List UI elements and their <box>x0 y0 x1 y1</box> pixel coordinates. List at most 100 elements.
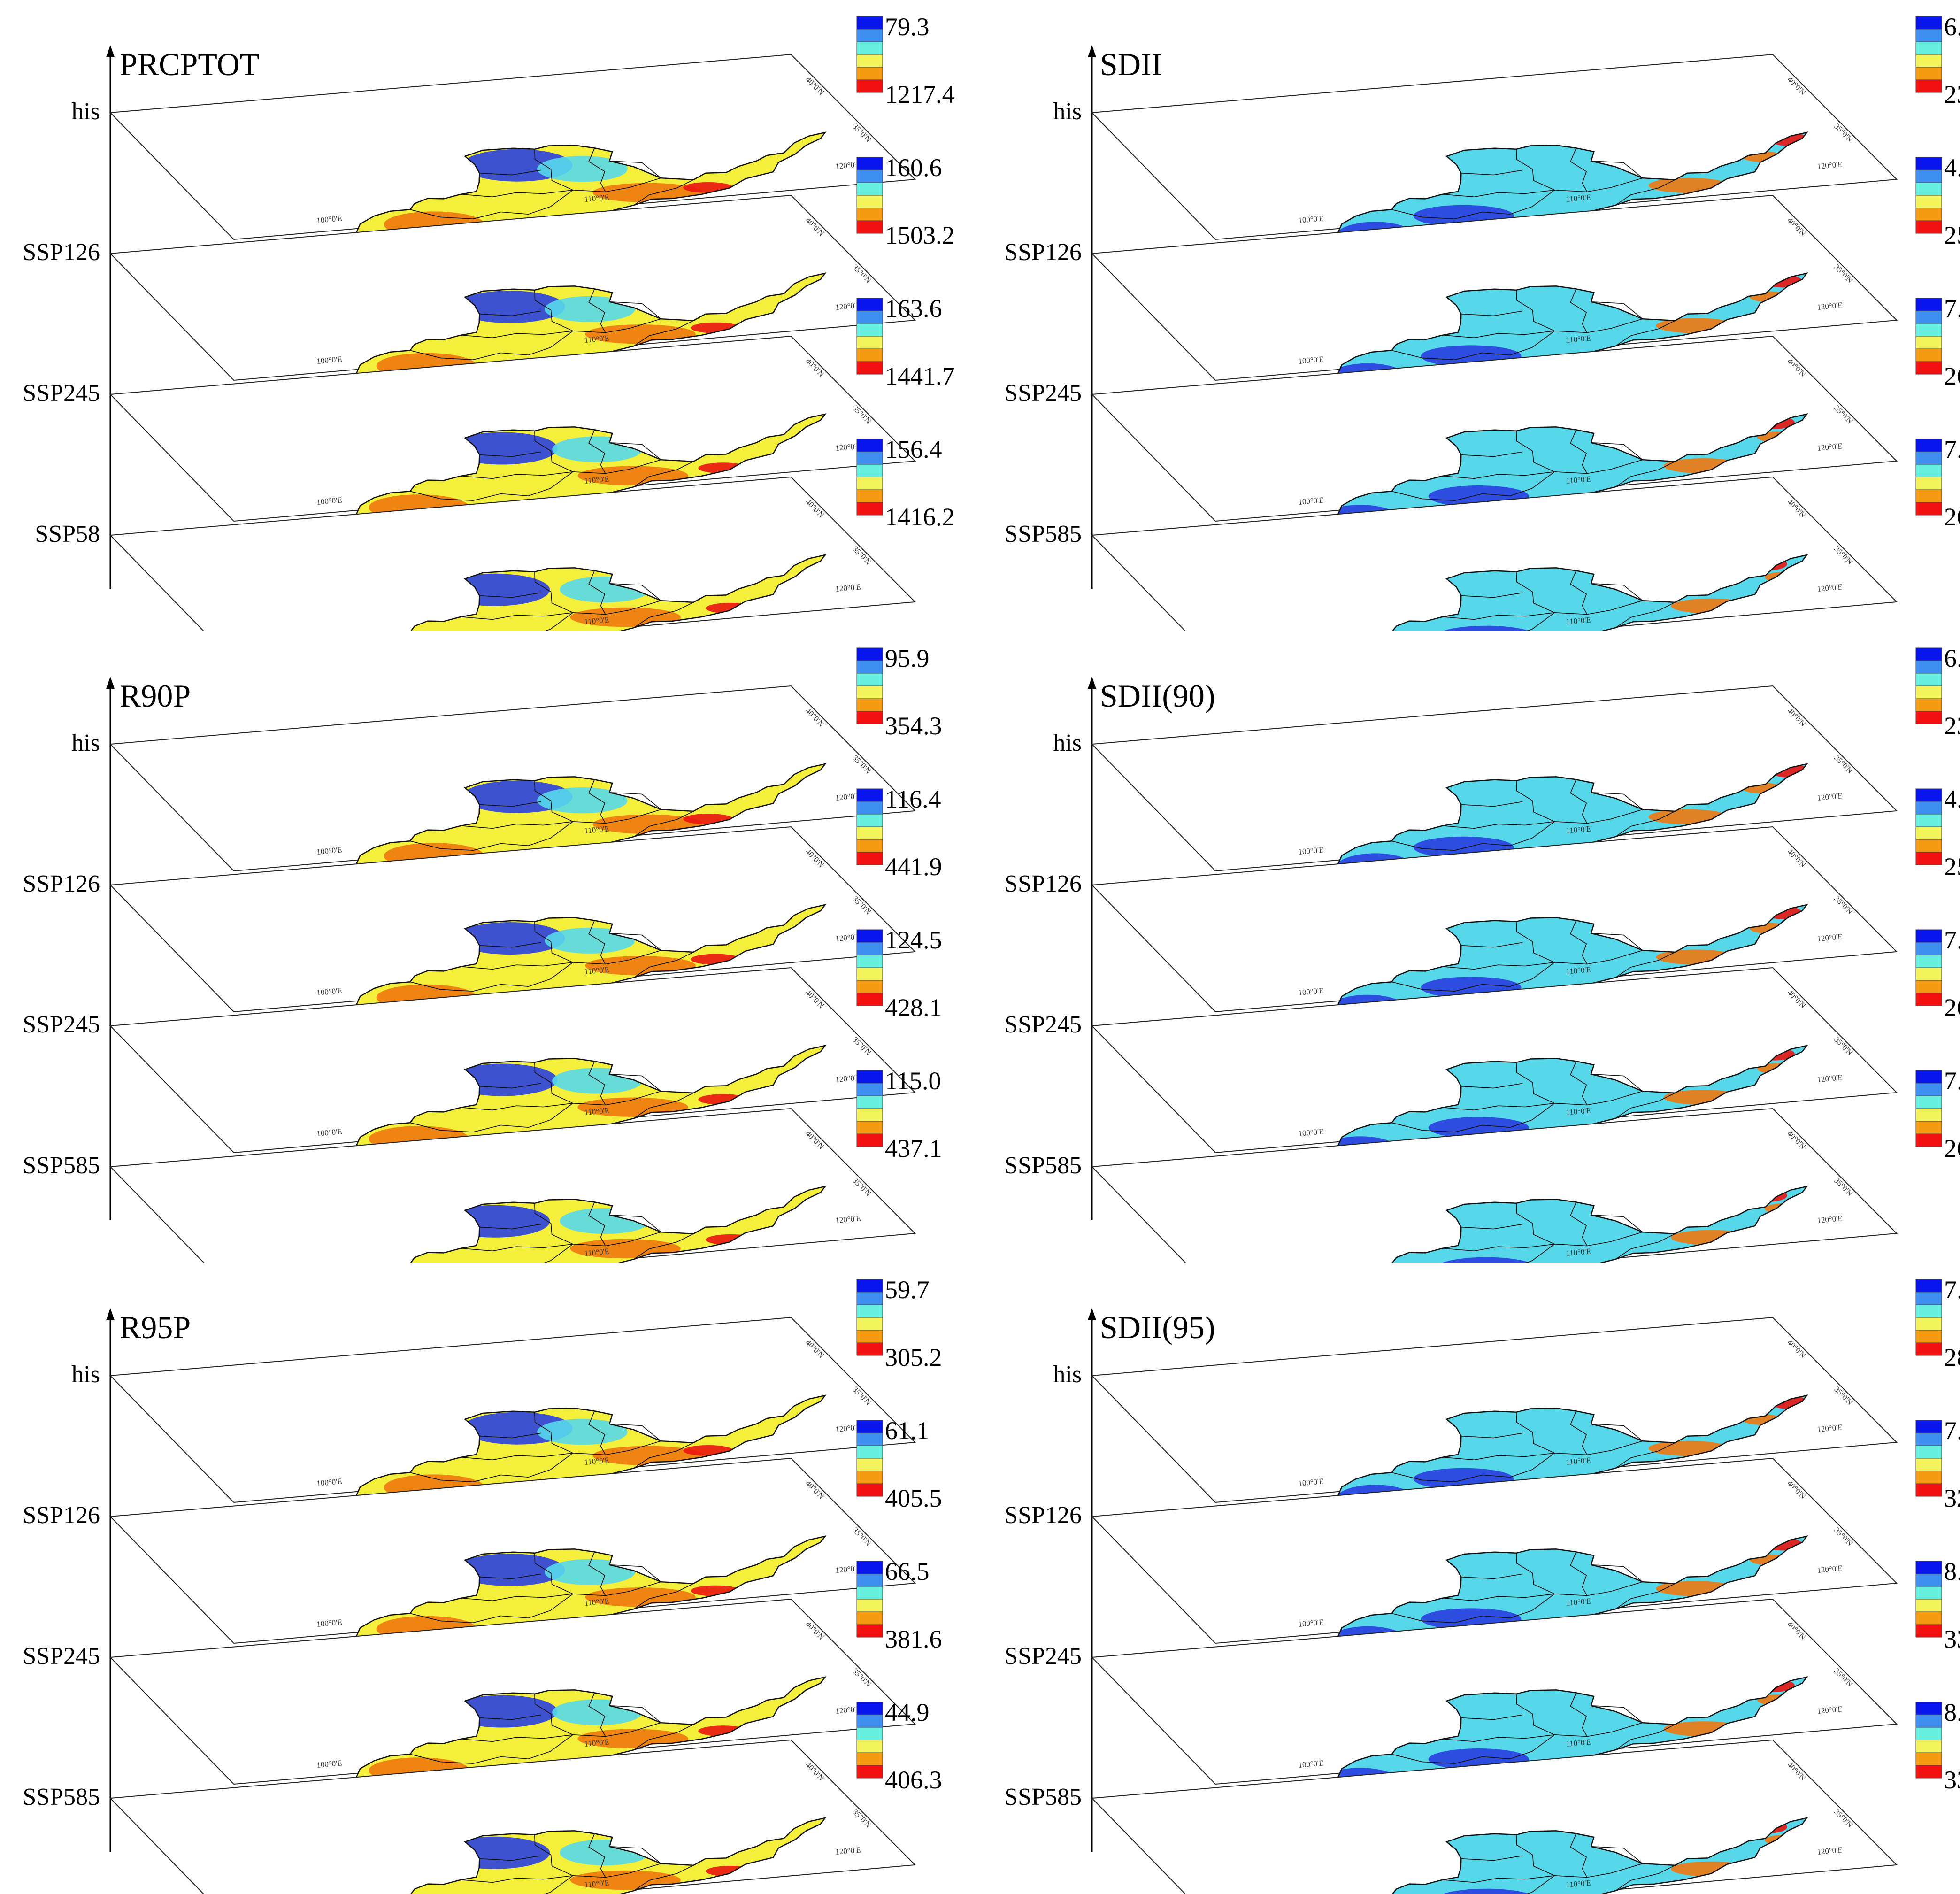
lon-tick-label: 100°0'E <box>316 1617 343 1629</box>
lon-tick-label: 110°0'E <box>1566 615 1591 626</box>
scenario-label: SSP585 <box>23 1152 100 1179</box>
legend-max-value: 163.6 <box>885 294 942 323</box>
sub-basin-boundary <box>609 301 661 319</box>
sub-basin-boundary <box>462 177 661 198</box>
legend-max-value: 6.2 <box>1944 644 1960 672</box>
legend-swatch <box>856 1279 883 1293</box>
legend-swatch <box>856 182 883 196</box>
sub-basin-boundary <box>1615 1724 1676 1750</box>
sub-basin-boundary <box>1591 442 1643 460</box>
map-plate <box>1091 1108 1898 1263</box>
sub-basin-boundary <box>1516 780 1555 822</box>
legend-swatch <box>1915 1121 1942 1134</box>
lon-tick-label: 120°0'E <box>1817 1845 1843 1856</box>
scenario-label: his <box>71 730 100 756</box>
sub-basin-boundary <box>1444 1581 1643 1601</box>
lon-tick-label: 120°0'E <box>1817 441 1843 453</box>
legend-swatch <box>1915 955 1942 968</box>
map-plate <box>109 685 916 872</box>
value-region <box>537 787 628 814</box>
map-stack-r90p: R90P100°0'E110°0'E120°0'E40°0'N35°0'Nhis… <box>23 644 942 1263</box>
lon-tick-label: 110°0'E <box>584 824 610 835</box>
sub-basin-boundary <box>1391 331 1555 361</box>
sub-basin-boundary <box>534 1412 573 1454</box>
lon-tick-label: 110°0'E <box>1566 1596 1591 1608</box>
legend-max-value: 59.7 <box>885 1276 930 1304</box>
sub-basin-boundary <box>534 780 573 822</box>
legend-swatch <box>856 967 883 981</box>
axis-arrow-icon <box>1088 1308 1096 1320</box>
sub-basin-boundary <box>1591 583 1643 601</box>
sub-basin-boundary <box>1391 1594 1555 1624</box>
sub-basin-boundary <box>534 290 573 331</box>
sub-basin-boundary <box>633 602 694 628</box>
sub-basin-boundary <box>410 1103 573 1133</box>
sub-basin-boundary <box>1516 1203 1555 1245</box>
sub-basin-boundary <box>534 571 573 613</box>
map-stack-prcptot: PRCPTOT100°0'E110°0'E120°0'E40°0'N35°0'N… <box>23 13 955 631</box>
legend-max-value: 7.5 <box>1944 1417 1960 1445</box>
lon-tick-label: 100°0'E <box>316 1477 343 1488</box>
legend-max-value: 95.9 <box>885 644 930 672</box>
lon-tick-label: 100°0'E <box>316 1758 343 1770</box>
legend-swatch <box>1915 1727 1942 1740</box>
legend-swatch <box>856 336 883 349</box>
legend-swatch <box>856 1342 883 1356</box>
sub-basin-boundary <box>609 583 661 601</box>
legend-swatch <box>856 1611 883 1625</box>
legend-swatch <box>1915 157 1942 170</box>
sub-basin-boundary <box>1591 301 1643 319</box>
sub-basin-boundary <box>1570 920 1588 964</box>
legend-min-value: 1441.7 <box>885 362 955 390</box>
axis-arrow-icon <box>106 677 115 689</box>
sub-basin-boundary <box>1591 161 1643 178</box>
layer-ssp126: 100°0'E110°0'E120°0'E40°0'N35°0'NSSP1264… <box>1004 154 1960 394</box>
legend-max-value: 7.4 <box>1944 1067 1960 1095</box>
sub-basin-boundary <box>1615 952 1676 978</box>
sub-basin-boundary <box>588 1411 606 1455</box>
legend-swatch <box>856 477 883 490</box>
sub-basin-boundary <box>1461 1855 1523 1861</box>
legend-swatch <box>1915 182 1942 196</box>
legend-swatch <box>1915 1483 1942 1497</box>
color-legend: 124.5 428.1 <box>856 926 942 1022</box>
scenario-label: SSP585 <box>1004 1152 1082 1179</box>
legend-swatch <box>1915 1420 1942 1433</box>
lon-tick-label: 110°0'E <box>1566 1106 1591 1117</box>
lon-tick-label: 110°0'E <box>584 474 610 485</box>
legend-swatch <box>856 54 883 68</box>
layer-ssp585: 100°0'E110°0'E120°0'E40°0'N35°0'NSSP5857… <box>1004 435 1960 631</box>
color-legend: 8.2 33.3 <box>1915 1557 1960 1653</box>
legend-swatch <box>856 1458 883 1471</box>
sub-basin-boundary <box>588 920 606 964</box>
sub-basin-boundary <box>410 962 573 992</box>
sub-basin-boundary <box>609 1705 661 1723</box>
sub-basin-boundary <box>1516 431 1555 472</box>
layer-ssp585: 100°0'E110°0'E120°0'E40°0'N35°0'NSSP5858… <box>1004 1698 1960 1894</box>
sub-basin-boundary <box>1516 1694 1555 1735</box>
sub-basin-boundary <box>588 779 606 824</box>
value-region <box>537 1419 628 1445</box>
lon-tick-label: 110°0'E <box>1566 965 1591 976</box>
legend-min-value: 1503.2 <box>885 221 955 249</box>
color-legend: 7.2 28.3 <box>1915 1276 1960 1371</box>
scenario-label: SSP126 <box>23 1502 100 1529</box>
sub-basin-boundary <box>633 179 694 206</box>
legend-swatch <box>1915 993 1942 1006</box>
legend-swatch <box>856 826 883 840</box>
legend-swatch <box>856 1445 883 1459</box>
legend-swatch <box>1915 298 1942 311</box>
scenario-label: SSP245 <box>1004 380 1082 407</box>
lon-tick-label: 100°0'E <box>316 1127 343 1138</box>
lon-tick-label: 100°0'E <box>316 845 343 856</box>
sub-basin-boundary <box>1461 1224 1523 1230</box>
lon-tick-label: 100°0'E <box>316 214 343 225</box>
legend-swatch <box>856 1420 883 1433</box>
legend-swatch <box>1915 685 1942 699</box>
scenario-label: SSP245 <box>23 1011 100 1038</box>
legend-swatch <box>856 464 883 477</box>
legend-swatch <box>1915 1599 1942 1612</box>
sub-basin-boundary <box>1444 1440 1643 1461</box>
legend-max-value: 8.2 <box>1944 1557 1960 1586</box>
color-legend: 116.4 441.9 <box>856 785 942 881</box>
